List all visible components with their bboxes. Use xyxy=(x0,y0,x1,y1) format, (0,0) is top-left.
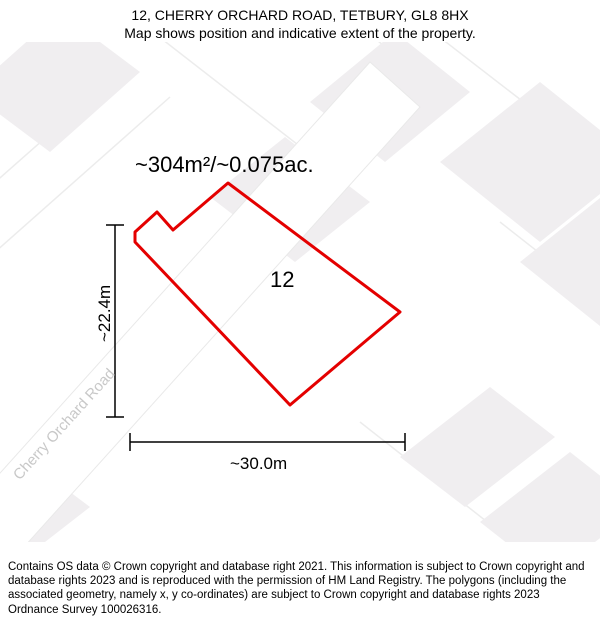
header: 12, CHERRY ORCHARD ROAD, TETBURY, GL8 8H… xyxy=(0,0,600,46)
map-area: ~304m²/~0.075ac. 12 ~30.0m ~22.4m Cherry… xyxy=(0,42,600,542)
page-subtitle: Map shows position and indicative extent… xyxy=(0,24,600,42)
map-svg xyxy=(0,42,600,542)
area-label: ~304m²/~0.075ac. xyxy=(135,152,314,178)
height-dimension-label: ~22.4m xyxy=(95,285,115,342)
width-dimension-label: ~30.0m xyxy=(230,454,287,474)
plot-number-label: 12 xyxy=(270,267,294,293)
copyright-footer: Contains OS data © Crown copyright and d… xyxy=(0,553,600,625)
page-title: 12, CHERRY ORCHARD ROAD, TETBURY, GL8 8H… xyxy=(0,6,600,24)
